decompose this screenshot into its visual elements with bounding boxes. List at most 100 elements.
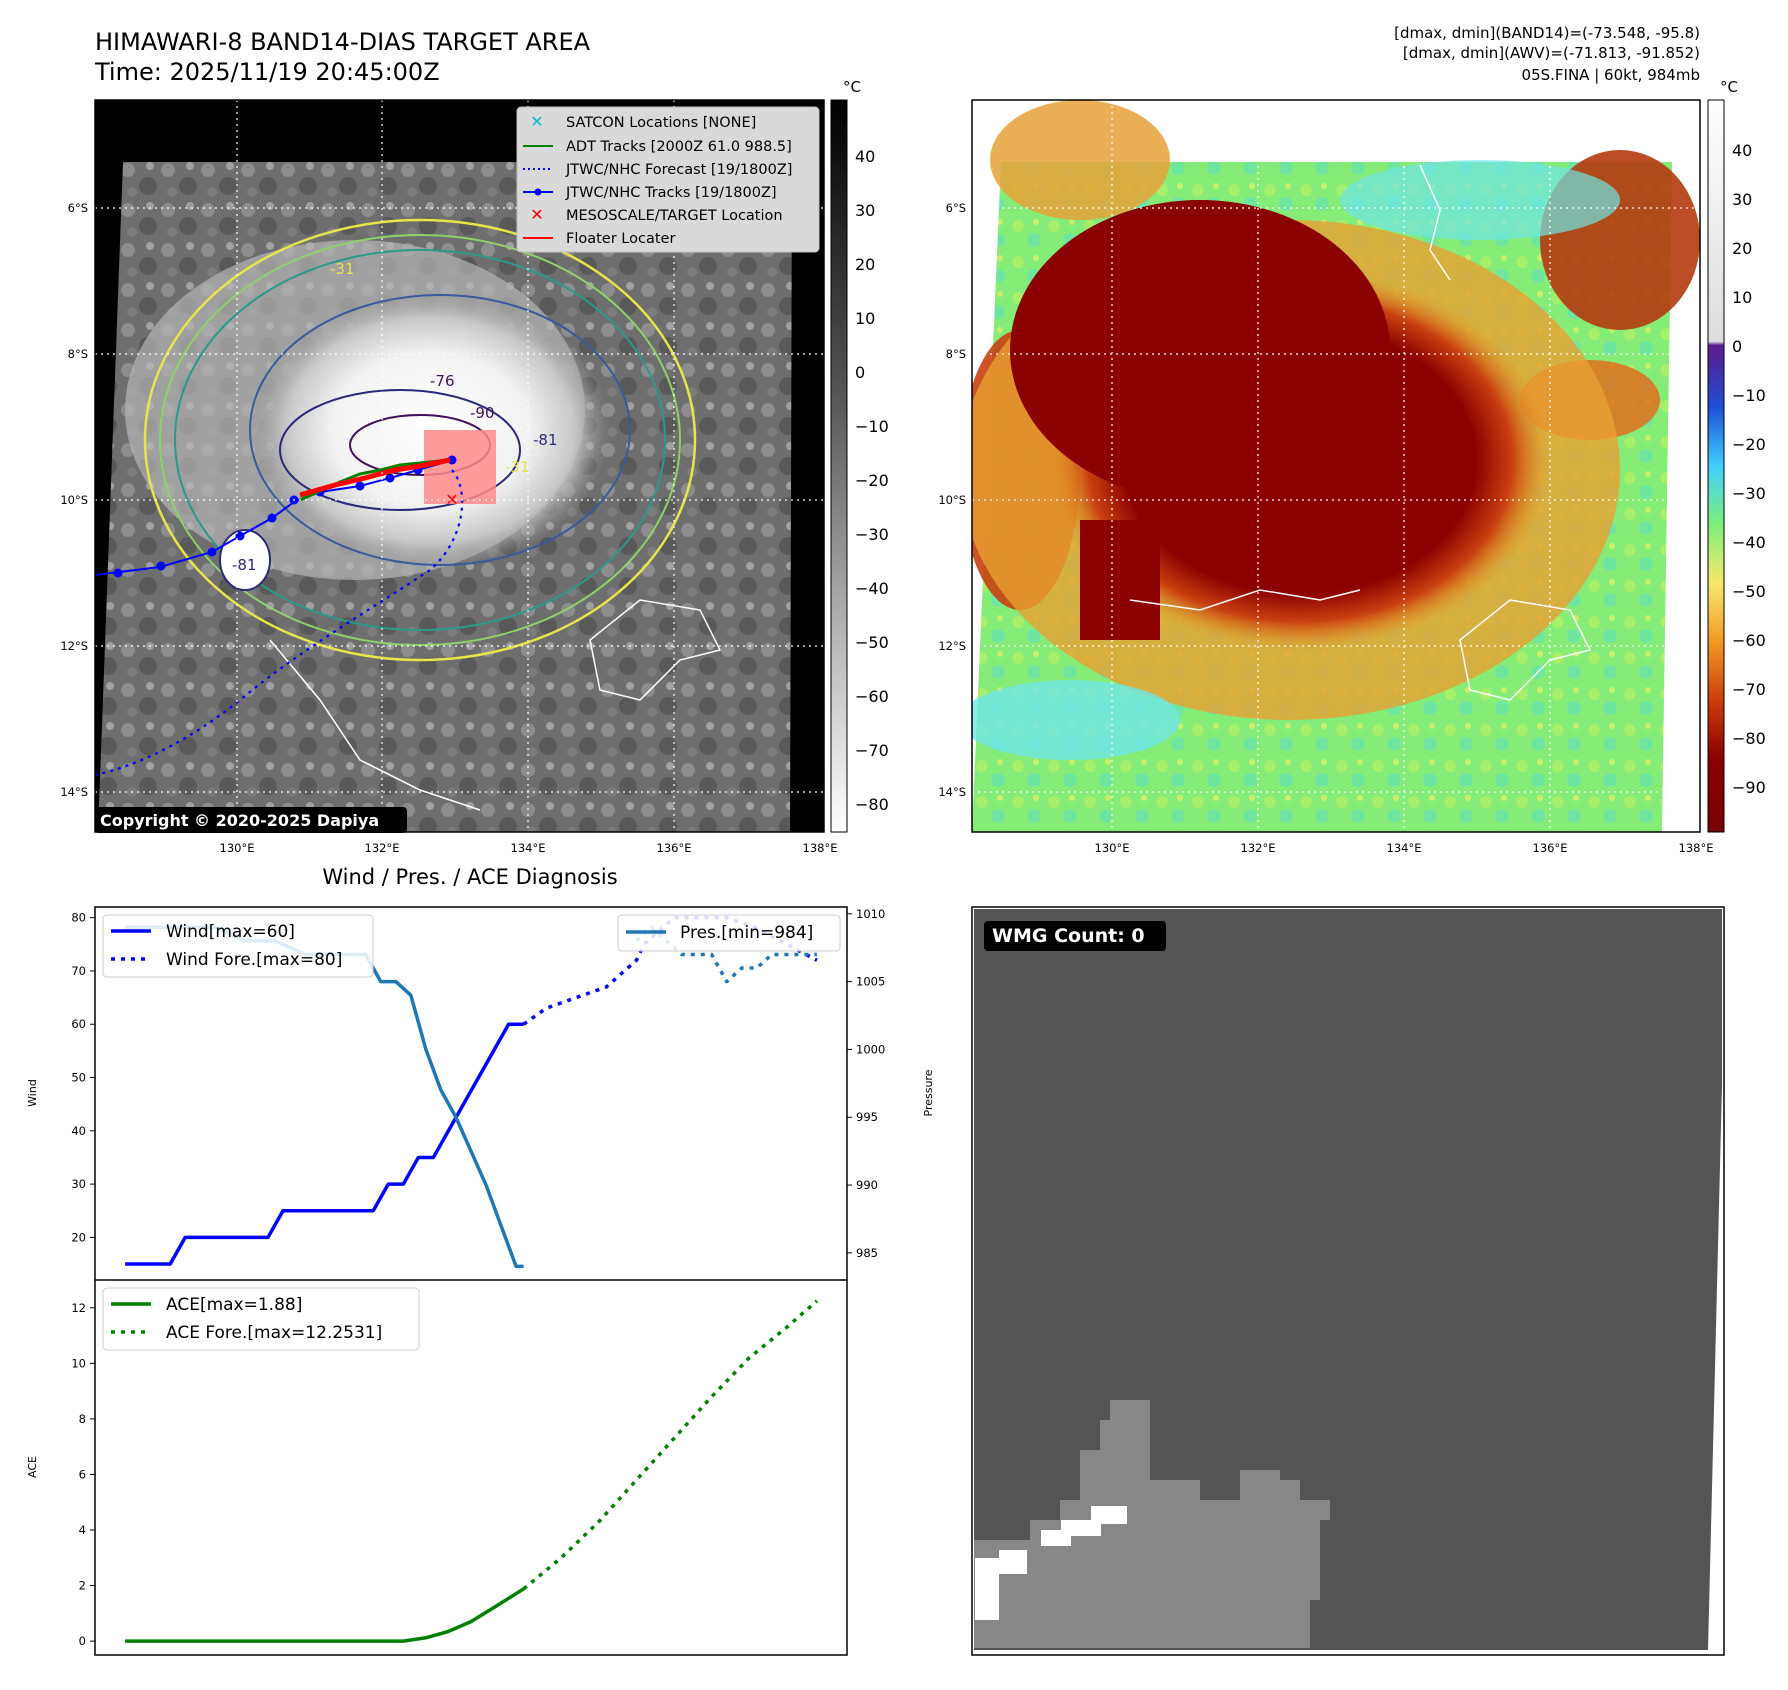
awv-cb-tick: 20 [1732, 239, 1752, 258]
awv-cb-tick: −20 [1732, 435, 1766, 454]
awv-lat-tick-10s: 10°S [938, 493, 966, 507]
awv-cb-tick: 40 [1732, 141, 1752, 160]
ir-colorbar-ticks: 40 30 20 10 0 −10 −20 −30 −40 −50 −60 −7… [855, 147, 889, 814]
awv-cb-tick: 10 [1732, 288, 1752, 307]
y-tick-label: 30 [71, 1177, 86, 1191]
legend-adt-label: ADT Tracks [2000Z 61.0 988.5] [566, 139, 792, 155]
awv-cb-tick: −70 [1732, 680, 1766, 699]
y-tick-label: 20 [71, 1230, 86, 1244]
y-tick-label: 60 [71, 1017, 86, 1031]
awv-colorbar-unit: °C [1720, 78, 1738, 96]
ir-contour-yellow [143, 218, 697, 662]
awv-cb-tick: −10 [1732, 386, 1766, 405]
ir-legend: ✕ SATCON Locations [NONE] ADT Tracks [20… [516, 106, 820, 253]
contour-label-6: -31 [330, 260, 355, 278]
ace-legend-label: ACE[max=1.88] [166, 1295, 302, 1315]
ir-cb-tick: 20 [855, 255, 875, 274]
contour-label-2: -90 [470, 404, 495, 422]
ir-lon-tick-132: 132°E [365, 841, 400, 855]
y-tick-label: 12 [71, 1301, 86, 1315]
diagnosis-chart: Wind / Pres. / ACE Diagnosis 20304050607… [26, 865, 935, 1656]
diagnosis-frame [94, 906, 848, 1656]
mesoscale-target-marker: ✕ [445, 490, 458, 509]
awv-coastline-aru [1419, 164, 1451, 281]
wind-legend: Wind[max=60] Wind Fore.[max=80] [102, 914, 374, 978]
legend-satcon-icon: ✕ [530, 112, 543, 131]
awv-eyewall [1010, 200, 1390, 500]
awv-core-band [1080, 520, 1160, 640]
wmg-badge-box [984, 921, 1166, 951]
y-tick-label: 80 [71, 911, 86, 925]
awv-cb-tick: −60 [1732, 631, 1766, 650]
wmg-field [974, 909, 1722, 1650]
ir-lat-tick-8s: 8°S [68, 347, 88, 361]
wind-fore-legend-label: Wind Fore.[max=80] [166, 950, 342, 970]
y-tick-label: 990 [856, 1178, 878, 1192]
wmg-count-badge: WMG Count: 0 [992, 925, 1145, 947]
awv-panel: 6°S 8°S 10°S 12°S 14°S 130°E 132°E 134°E… [938, 78, 1765, 855]
awv-cb-tick: 30 [1732, 190, 1752, 209]
wind-legend-label: Wind[max=60] [166, 922, 295, 942]
awv-lat-tick-14s: 14°S [938, 785, 966, 799]
ace-legend: ACE[max=1.88] ACE Fore.[max=12.2531] [102, 1287, 420, 1351]
ir-contour-blue [249, 294, 631, 566]
pressure-legend: Pres.[min=984] [617, 914, 841, 952]
awv-cb-tick: −90 [1732, 778, 1766, 797]
y-tick-label: 995 [856, 1110, 878, 1124]
y-tick-label: 1005 [856, 975, 885, 989]
ir-cb-tick: −60 [855, 687, 889, 706]
series-line-0-0 [125, 1022, 524, 1266]
ir-cb-tick: −40 [855, 579, 889, 598]
ir-cb-tick: −30 [855, 525, 889, 544]
wind-axis-label: Wind [26, 1079, 39, 1107]
ir-cb-tick: −20 [855, 471, 889, 490]
ir-cb-tick: 0 [855, 363, 865, 382]
awv-coastline-arnhem [1129, 589, 1361, 611]
ir-lat-tick-10s: 10°S [60, 493, 88, 507]
ace-fore-legend-label: ACE Fore.[max=12.2531] [166, 1323, 382, 1343]
awv-lon-tick-134: 134°E [1387, 841, 1422, 855]
ir-contour-teal [174, 249, 666, 631]
awv-lat-ticks: 6°S 8°S 10°S 12°S 14°S [938, 201, 966, 799]
awv-warm-nw [990, 100, 1170, 220]
y-tick-label: 8 [79, 1412, 86, 1426]
legend-tracks-dot [534, 188, 542, 196]
floater-box [424, 430, 496, 504]
y-tick-label: 6 [79, 1467, 86, 1481]
ir-contour-navy [279, 389, 521, 511]
coastline-north-australia [589, 599, 722, 701]
y-tick-label: 50 [71, 1071, 86, 1085]
awv-lat-tick-6s: 6°S [946, 201, 966, 215]
ir-colorbar-unit: °C [843, 78, 861, 96]
ir-lon-tick-138: 138°E [803, 841, 838, 855]
awv-cb-tick: −80 [1732, 729, 1766, 748]
y-tick-label: 70 [71, 964, 86, 978]
ir-lat-ticks: 6°S 8°S 10°S 12°S 14°S [60, 201, 88, 799]
legend-target-icon: ✕ [530, 205, 543, 224]
y-tick-label: 1000 [856, 1042, 885, 1056]
jtwc-track-points [113, 455, 457, 578]
awv-cb-tick: 0 [1732, 337, 1742, 356]
y-tick-label: 4 [79, 1523, 86, 1537]
awv-lon-tick-130: 130°E [1095, 841, 1130, 855]
ir-cb-tick: −80 [855, 795, 889, 814]
awv-gridlines [972, 100, 1700, 832]
series-line-2-1 [522, 1299, 819, 1591]
ir-cb-tick: 40 [855, 147, 875, 166]
awv-coastline-australia [1459, 599, 1592, 701]
awv-imagery [972, 100, 1700, 832]
awv-dry-slot-sw [972, 680, 1180, 760]
ir-colorbar [830, 99, 848, 833]
copyright-box [95, 807, 407, 833]
awv-lat-tick-12s: 12°S [938, 639, 966, 653]
ir-panel: ✕ -76 -90 -81 -81 -31 -31 ✕ SATCON Locat… [60, 78, 888, 855]
figure-title: HIMAWARI-8 BAND14-DIAS TARGET AREA [95, 28, 591, 56]
y-tick-label: 2 [79, 1579, 86, 1593]
y-tick-label: 0 [79, 1634, 86, 1648]
ir-lat-tick-12s: 12°S [60, 639, 88, 653]
awv-cb-tick: −50 [1732, 582, 1766, 601]
ace-legend-box [102, 1287, 420, 1351]
coastline-arnhem [269, 639, 481, 811]
ir-lon-ticks: 130°E 132°E 134°E 136°E 138°E [220, 841, 838, 855]
